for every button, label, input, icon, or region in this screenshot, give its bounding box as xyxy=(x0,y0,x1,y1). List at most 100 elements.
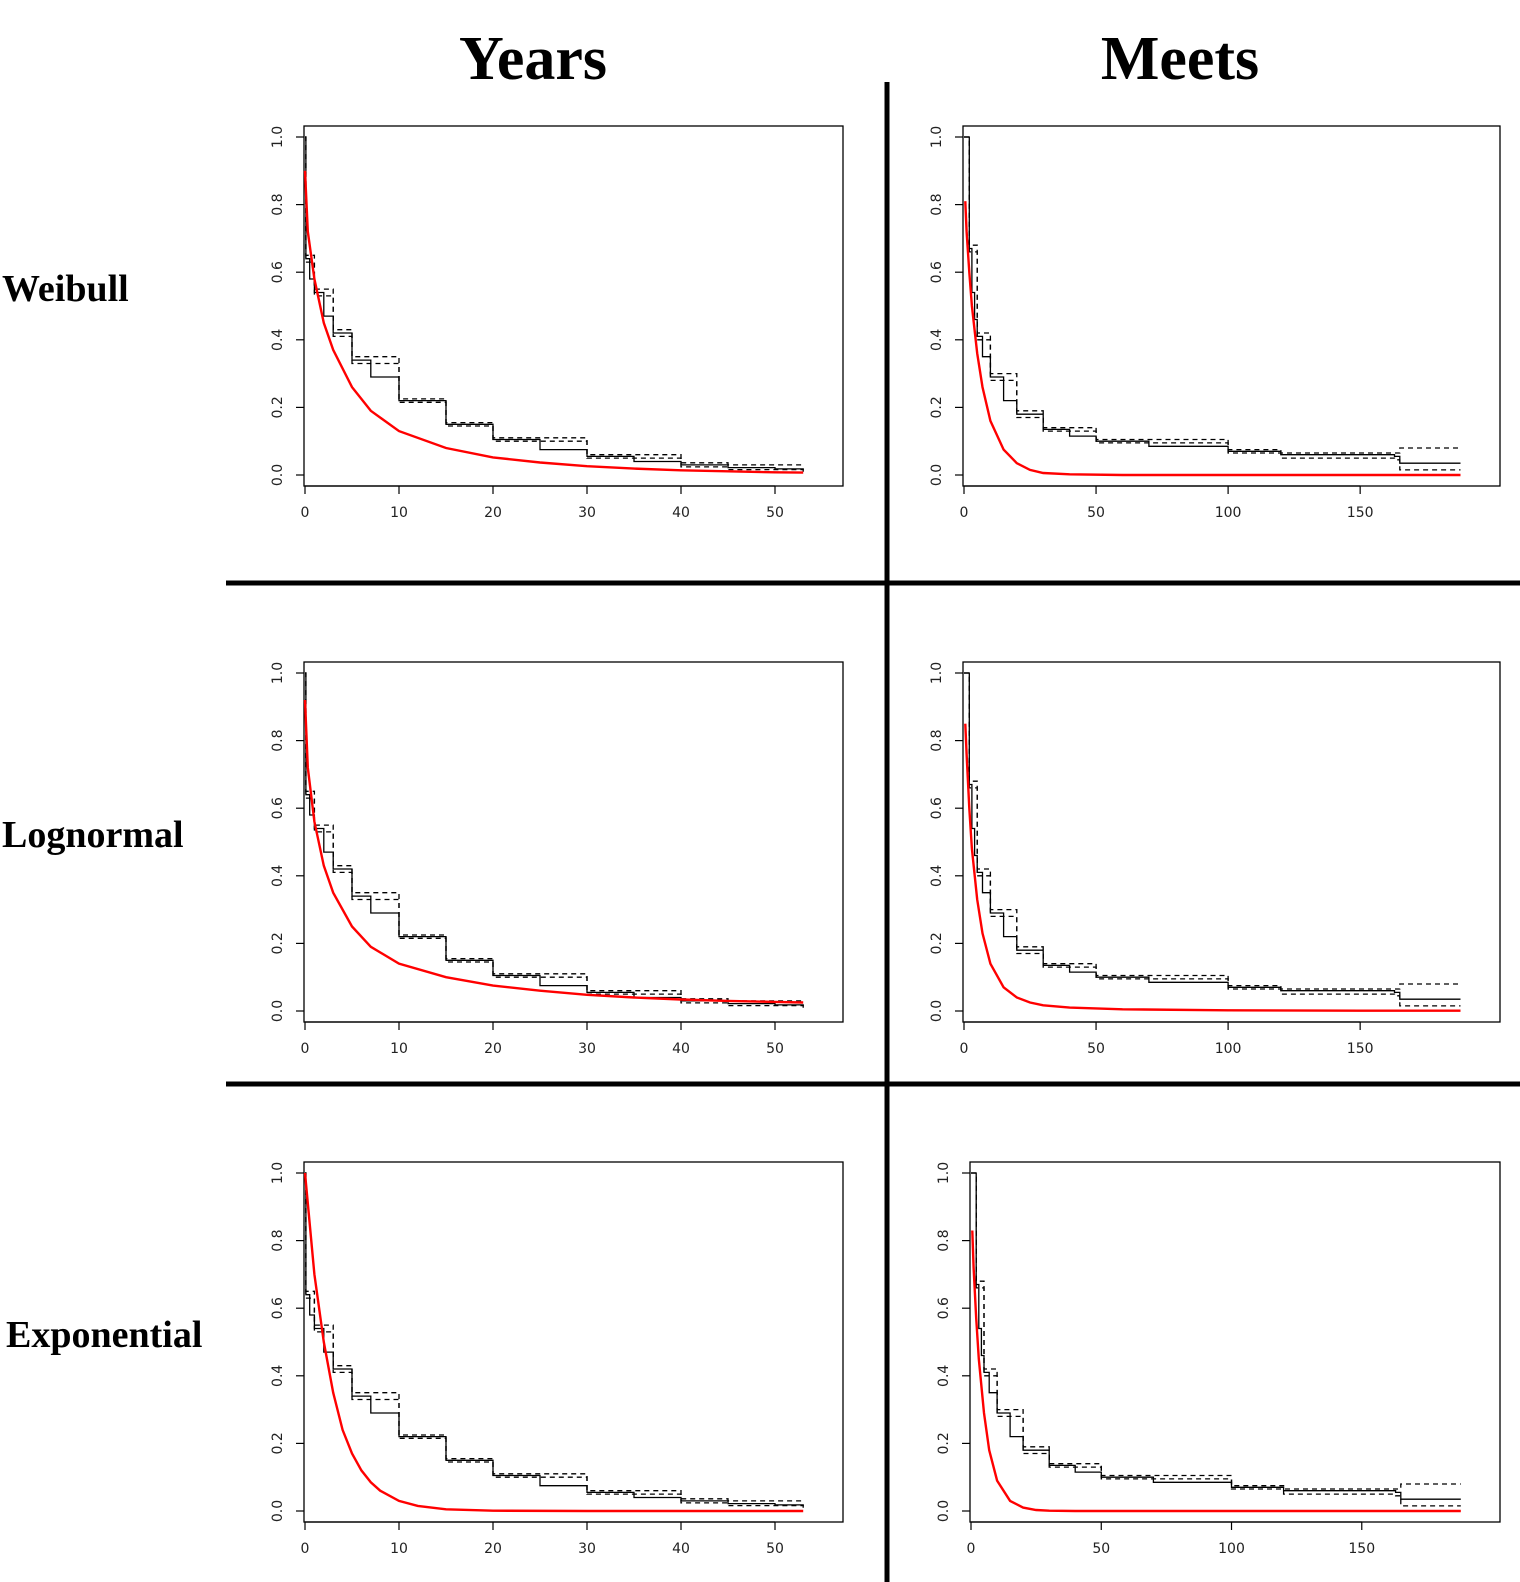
y-tick-label: 1.0 xyxy=(270,662,286,684)
plot-frame xyxy=(962,661,1501,1023)
y-tick-label: 0.0 xyxy=(929,464,945,486)
x-tick-label: 50 xyxy=(1087,1041,1105,1057)
y-tick-label: 0.8 xyxy=(270,193,286,215)
y-tick-label: 0.6 xyxy=(270,1297,286,1319)
x-tick-label: 150 xyxy=(1347,505,1374,521)
km-estimate-step xyxy=(964,672,1461,1000)
row-title-weibull: Weibull xyxy=(2,268,129,310)
x-tick-label: 30 xyxy=(578,1041,596,1057)
x-tick-label: 50 xyxy=(1087,505,1105,521)
km-confidence-band-2 xyxy=(305,672,804,1009)
y-tick-label: 0.4 xyxy=(929,329,945,351)
y-tick-label: 0.0 xyxy=(929,1000,945,1022)
fitted-curve-red xyxy=(303,170,804,474)
x-tick-label: 0 xyxy=(967,1541,976,1557)
x-tick-label: 0 xyxy=(301,505,310,521)
y-tick-label: 0.4 xyxy=(270,865,286,887)
x-tick-label: 150 xyxy=(1347,1041,1374,1057)
y-tick-label: 0.2 xyxy=(936,1432,952,1454)
km-confidence-band-2 xyxy=(971,1172,1461,1507)
y-tick-label: 0.8 xyxy=(929,193,945,215)
y-tick-label: 0.8 xyxy=(936,1229,952,1251)
plot-frame xyxy=(303,661,844,1023)
y-tick-label: 0.0 xyxy=(270,464,286,486)
x-tick-label: 20 xyxy=(484,1041,502,1057)
x-tick-label: 20 xyxy=(484,1541,502,1557)
y-tick-label: 0.2 xyxy=(270,396,286,418)
km-estimate-step xyxy=(305,672,804,1006)
km-confidence-band-2 xyxy=(305,1172,804,1509)
x-tick-label: 10 xyxy=(390,1541,408,1557)
column-title-years: Years xyxy=(459,25,607,93)
y-tick-label: 0.6 xyxy=(936,1297,952,1319)
y-tick-label: 0.0 xyxy=(270,1500,286,1522)
x-tick-label: 40 xyxy=(672,505,690,521)
y-tick-label: 0.4 xyxy=(936,1365,952,1387)
km-estimate-step xyxy=(305,1172,804,1506)
x-tick-label: 0 xyxy=(960,1041,969,1057)
y-tick-label: 0.2 xyxy=(929,932,945,954)
x-tick-label: 50 xyxy=(1092,1541,1110,1557)
x-tick-label: 0 xyxy=(960,505,969,521)
y-tick-label: 1.0 xyxy=(270,1162,286,1184)
y-tick-label: 0.8 xyxy=(270,1229,286,1251)
y-tick-label: 0.4 xyxy=(929,865,945,887)
chart-exponential-years: 0.0 0.2 0.4 0.6 0.8 1.0 0 10 20 30 40 50 xyxy=(270,1161,844,1557)
row-title-exponential: Exponential xyxy=(6,1314,202,1356)
km-estimate-step xyxy=(971,1172,1461,1500)
plot-frame xyxy=(962,125,1501,487)
y-tick-label: 0.6 xyxy=(929,797,945,819)
x-tick-label: 100 xyxy=(1215,1041,1242,1057)
km-confidence-band-1 xyxy=(971,1172,1461,1490)
chart-weibull-years: 0.0 0.2 0.4 0.6 0.8 1.0 0 10 20 30 40 50 xyxy=(270,125,844,521)
y-tick-label: 0.4 xyxy=(270,1365,286,1387)
x-tick-label: 40 xyxy=(672,1541,690,1557)
fitted-curve-red xyxy=(971,1230,1461,1513)
y-tick-label: 1.0 xyxy=(936,1162,952,1184)
y-tick-label: 0.8 xyxy=(270,729,286,751)
y-tick-label: 1.0 xyxy=(270,126,286,148)
x-tick-label: 10 xyxy=(390,505,408,521)
km-confidence-band-1 xyxy=(964,672,1461,990)
y-tick-label: 0.2 xyxy=(270,1432,286,1454)
y-tick-label: 0.2 xyxy=(929,396,945,418)
x-tick-label: 10 xyxy=(390,1041,408,1057)
fitted-curve-red xyxy=(964,201,1461,477)
km-estimate-step xyxy=(964,136,1461,464)
fitted-curve-red xyxy=(303,1172,804,1513)
km-confidence-band-2 xyxy=(305,136,804,473)
panels: 0.00.20.40.60.81.00 10 20 30 40 500.00.20.40.… xyxy=(270,125,1501,1557)
y-tick-label: 0.4 xyxy=(270,329,286,351)
y-tick-label: 0.0 xyxy=(936,1500,952,1522)
x-tick-label: 20 xyxy=(484,505,502,521)
chart-lognormal-meets: 0.0 0.2 0.4 0.6 0.8 1.0 0 50 100 150 xyxy=(929,661,1501,1057)
y-tick-label: 0.2 xyxy=(270,932,286,954)
y-tick-label: 0.0 xyxy=(270,1000,286,1022)
x-tick-label: 0 xyxy=(301,1541,310,1557)
y-tick-label: 0.6 xyxy=(929,261,945,283)
chart-lognormal-years: 0.0 0.2 0.4 0.6 0.8 1.0 0 10 20 30 40 50 xyxy=(270,661,844,1057)
plot-frame xyxy=(303,1161,844,1523)
y-tick-label: 0.6 xyxy=(270,261,286,283)
x-tick-label: 30 xyxy=(578,1541,596,1557)
km-estimate-step xyxy=(305,136,804,470)
plot-frame xyxy=(303,125,844,487)
fitted-curve-red xyxy=(303,699,804,1004)
x-tick-label: 50 xyxy=(766,1041,784,1057)
x-tick-label: 150 xyxy=(1348,1541,1375,1557)
km-confidence-band-2 xyxy=(964,136,1461,471)
x-tick-label: 50 xyxy=(766,505,784,521)
y-tick-label: 0.6 xyxy=(270,797,286,819)
chart-exponential-meets: 0.0 0.2 0.4 0.6 0.8 1.0 0 50 100 150 xyxy=(936,1161,1501,1557)
x-tick-label: 30 xyxy=(578,505,596,521)
plot-frame xyxy=(969,1161,1501,1523)
column-title-meets: Meets xyxy=(1101,25,1259,93)
fitted-curve-red xyxy=(964,723,1461,1012)
y-tick-label: 0.8 xyxy=(929,729,945,751)
km-confidence-band-2 xyxy=(964,672,1461,1007)
y-tick-label: 1.0 xyxy=(929,126,945,148)
chart-weibull-meets: 0.0 0.2 0.4 0.6 0.8 1.0 0 50 100 150 xyxy=(929,125,1501,521)
km-confidence-band-1 xyxy=(964,136,1461,454)
x-tick-label: 50 xyxy=(766,1541,784,1557)
